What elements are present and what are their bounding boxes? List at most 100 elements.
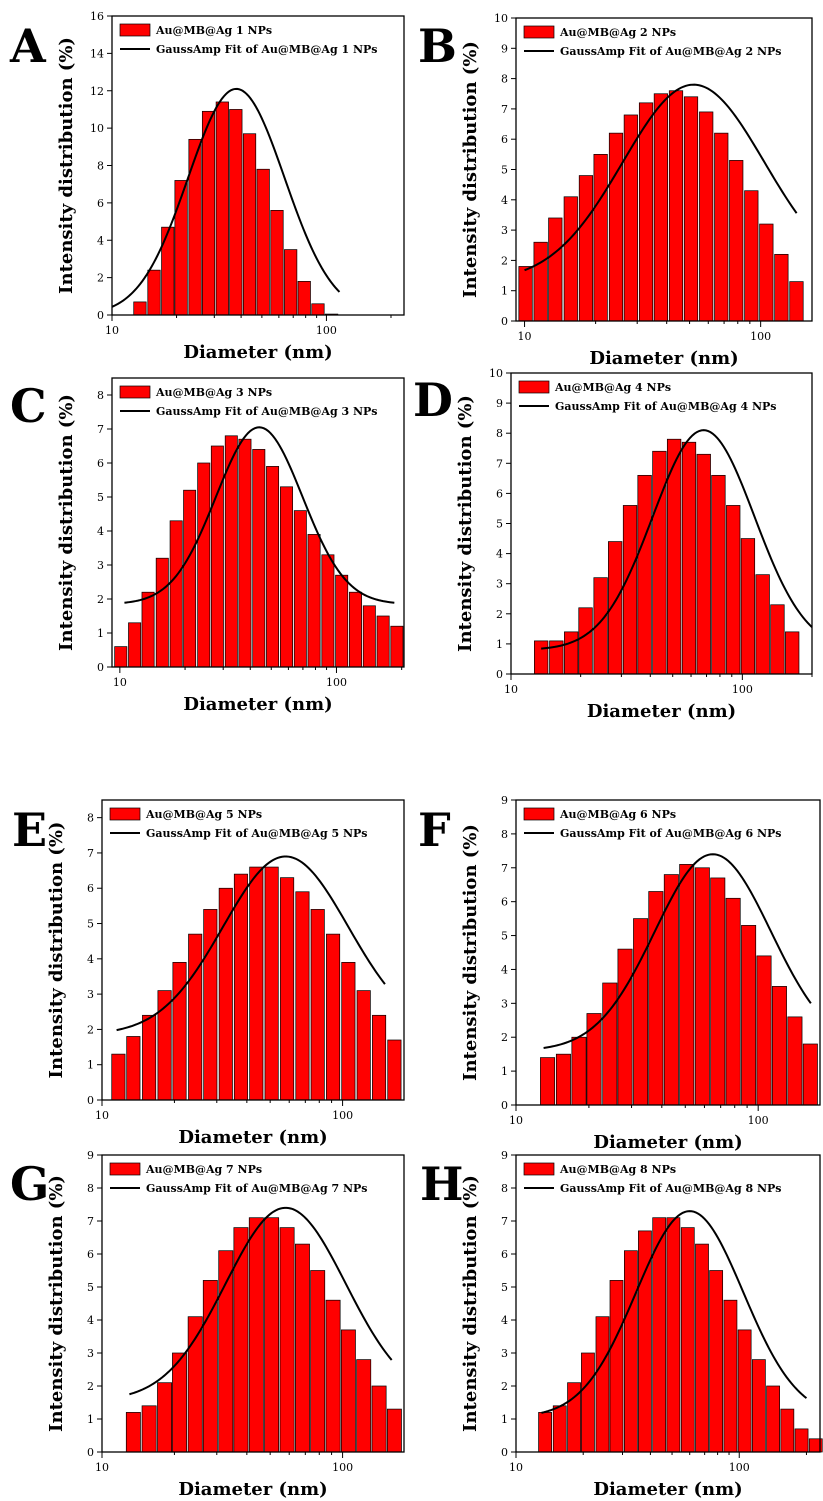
- histogram-bar: [188, 138, 202, 316]
- x-axis-title: Diameter (nm): [178, 1479, 327, 1500]
- gaussamp-fit-line: [541, 429, 813, 650]
- histogram-bar: [710, 877, 726, 1106]
- legend-bar-swatch: [518, 380, 550, 394]
- y-tick-label: 8: [97, 160, 104, 173]
- histogram-bar: [770, 604, 785, 675]
- chart-panel-c: 0 1 2 3 4 5 6 7 8 10 100 Diameter (nm) Intensity dis…: [10, 377, 405, 715]
- histogram-bar: [637, 474, 652, 675]
- y-tick-label: 0: [496, 668, 503, 681]
- histogram-bar: [326, 933, 341, 1101]
- histogram-bar: [202, 1280, 218, 1453]
- y-axis-title: Intensity distribution (%): [46, 822, 67, 1079]
- y-axis-title: Intensity distribution (%): [460, 1175, 481, 1432]
- panel-letter: A: [9, 19, 47, 73]
- y-tick-label: 14: [90, 47, 104, 60]
- chart-panel-b: 0 1 2 3 4 5 6 7 8 9 10 10 100 Diameter (nm) Intensity …: [418, 12, 813, 369]
- histogram-bar: [321, 554, 335, 668]
- x-tick-label: 10: [518, 330, 532, 343]
- histogram-bar: [169, 520, 183, 668]
- x-axis-title: Diameter (nm): [178, 1127, 327, 1148]
- histogram-bar: [372, 1014, 387, 1101]
- y-tick-label: 3: [501, 224, 508, 237]
- x-axis-title: Diameter (nm): [587, 701, 736, 722]
- histogram-bar: [218, 1250, 234, 1453]
- x-tick-label: 10: [509, 1461, 523, 1474]
- y-tick-label: 7: [501, 103, 508, 116]
- legend-bar-label: Au@MB@Ag 2 NPs: [559, 26, 676, 39]
- y-tick-label: 0: [501, 1446, 508, 1459]
- histogram-bar: [295, 1243, 310, 1453]
- gaussamp-fit-line: [116, 855, 386, 1032]
- x-tick-label: 100: [326, 676, 347, 689]
- histogram-bar: [325, 1299, 341, 1453]
- x-tick-label: 100: [732, 683, 753, 696]
- y-tick-label: 5: [501, 930, 508, 943]
- legend-bar-label: Au@MB@Ag 5 NPs: [145, 808, 262, 821]
- x-tick-label: 10: [95, 1461, 109, 1474]
- y-tick-label: 3: [87, 988, 94, 1001]
- histogram-bar: [203, 909, 218, 1101]
- y-tick-label: 8: [87, 812, 94, 825]
- histogram-bar: [538, 1412, 552, 1453]
- y-tick-label: 0: [87, 1094, 94, 1107]
- panel-letter: D: [413, 373, 453, 427]
- histogram-bar: [609, 1280, 624, 1453]
- x-tick-label: 10: [504, 683, 518, 696]
- histogram-bar: [771, 986, 787, 1106]
- y-tick-label: 6: [97, 197, 104, 210]
- histogram-bar: [571, 1036, 587, 1106]
- y-tick-label: 16: [90, 10, 104, 23]
- histogram-bar: [284, 249, 298, 316]
- y-tick-label: 2: [496, 608, 503, 621]
- histogram-bar: [766, 1385, 780, 1453]
- y-tick-label: 0: [87, 1446, 94, 1459]
- y-tick-label: 10: [494, 12, 508, 25]
- histogram-bar: [111, 1053, 126, 1101]
- histogram-bar: [633, 918, 649, 1106]
- y-tick-label: 8: [501, 828, 508, 841]
- histogram-bar: [744, 190, 759, 322]
- panel-letter: B: [418, 19, 457, 73]
- x-axis-title: Diameter (nm): [593, 1479, 742, 1500]
- histogram-bar: [307, 534, 321, 668]
- y-tick-label: 3: [501, 1347, 508, 1360]
- legend-bar-label: Au@MB@Ag 1 NPs: [155, 24, 272, 37]
- y-tick-label: 4: [501, 194, 508, 207]
- histogram-bar: [578, 175, 594, 322]
- y-tick-label: 7: [87, 1215, 94, 1228]
- histogram-bar: [172, 1352, 187, 1453]
- y-axis-title: Intensity distribution (%): [46, 1175, 67, 1432]
- histogram-bar: [387, 1039, 402, 1101]
- legend-fit-label: GaussAmp Fit of Au@MB@Ag 5 NPs: [146, 827, 367, 840]
- y-tick-label: 7: [97, 423, 104, 436]
- legend-fit-label: GaussAmp Fit of Au@MB@Ag 3 NPs: [156, 405, 377, 418]
- histogram-bar: [238, 438, 252, 668]
- y-tick-label: 6: [87, 1248, 94, 1261]
- histogram-bar: [694, 867, 710, 1106]
- histogram-bar: [295, 891, 310, 1101]
- histogram-bar: [681, 441, 697, 675]
- y-tick-label: 2: [87, 1380, 94, 1393]
- y-tick-label: 5: [87, 1281, 94, 1294]
- y-tick-label: 2: [501, 254, 508, 267]
- legend-bar-label: Au@MB@Ag 8 NPs: [559, 1163, 676, 1176]
- histogram-bar: [141, 1405, 157, 1453]
- y-tick-label: 9: [501, 1149, 508, 1162]
- legend-bar-label: Au@MB@Ag 3 NPs: [155, 386, 272, 399]
- histogram-bar: [552, 1405, 567, 1453]
- histogram-bar: [729, 160, 744, 322]
- panel-letter: G: [10, 1157, 49, 1211]
- histogram-bar: [297, 281, 311, 316]
- y-tick-label: 2: [87, 1023, 94, 1036]
- histogram-bar: [578, 607, 593, 675]
- histogram-bar: [593, 154, 608, 322]
- y-tick-label: 7: [496, 457, 503, 470]
- y-tick-label: 5: [97, 491, 104, 504]
- y-tick-label: 1: [501, 1413, 508, 1426]
- histogram-bar: [563, 196, 578, 322]
- legend-fit-label: GaussAmp Fit of Au@MB@Ag 1 NPs: [156, 43, 377, 56]
- y-axis-title: Intensity distribution (%): [455, 395, 476, 652]
- y-tick-label: 5: [87, 918, 94, 931]
- histogram-bar: [172, 961, 187, 1101]
